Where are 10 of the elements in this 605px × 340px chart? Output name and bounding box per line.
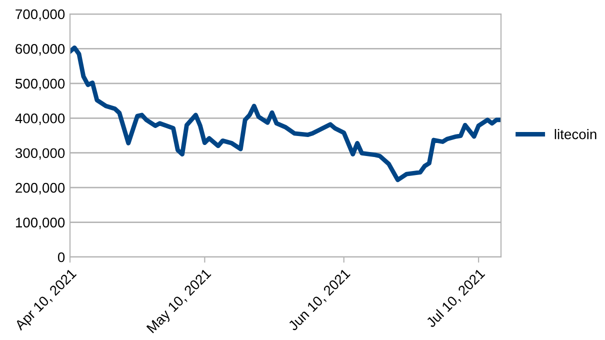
y-tick-label: 300,000 [15,148,65,160]
legend-label: litecoin [554,129,596,140]
y-tick-label: 500,000 [15,78,65,90]
y-tick-label: 0 [58,252,65,262]
y-tick-label: 100,000 [16,218,65,230]
line-series [70,45,501,182]
y-tick-label: 200,000 [16,182,65,194]
y-tick-label: 400,000 [15,113,65,125]
y-tick-label: 700,000 [16,9,65,21]
y-tick-label: 600,000 [16,44,65,56]
